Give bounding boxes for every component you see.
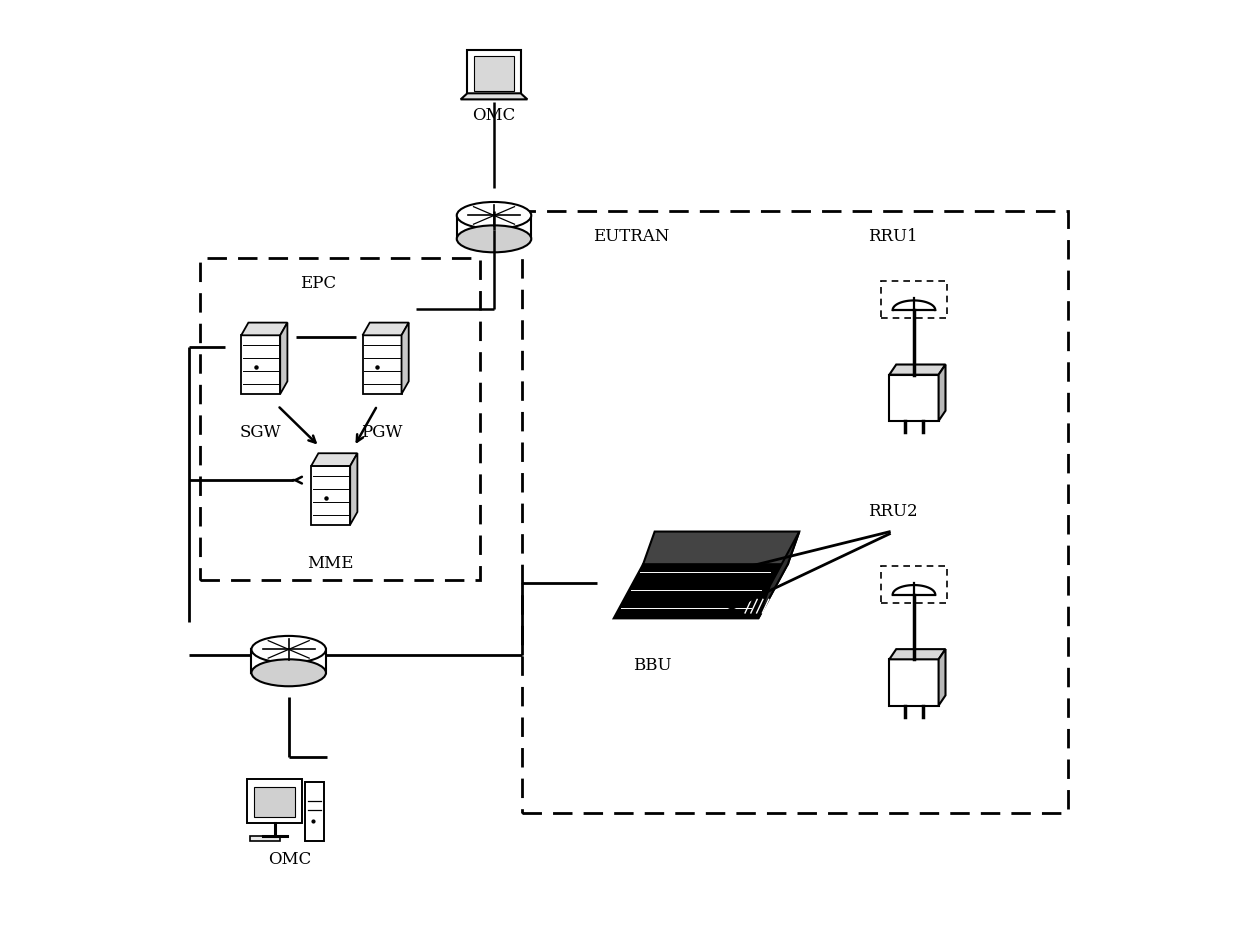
Polygon shape	[644, 532, 800, 564]
Polygon shape	[614, 564, 787, 619]
Polygon shape	[939, 650, 946, 706]
Text: EPC: EPC	[300, 275, 336, 292]
Polygon shape	[280, 323, 288, 394]
Polygon shape	[889, 364, 946, 374]
Polygon shape	[242, 335, 280, 394]
Polygon shape	[242, 323, 288, 335]
Polygon shape	[252, 650, 326, 673]
Text: SGW: SGW	[239, 424, 281, 441]
Polygon shape	[939, 364, 946, 421]
Ellipse shape	[456, 226, 531, 253]
Ellipse shape	[252, 636, 326, 663]
Ellipse shape	[456, 202, 531, 229]
Polygon shape	[254, 786, 295, 817]
Text: BBU: BBU	[634, 657, 672, 675]
Polygon shape	[889, 374, 939, 421]
Text: MME: MME	[308, 555, 353, 572]
Text: RRU2: RRU2	[868, 504, 918, 520]
Ellipse shape	[252, 659, 326, 686]
Text: RRU1: RRU1	[868, 228, 918, 245]
Polygon shape	[248, 779, 303, 823]
Polygon shape	[889, 659, 939, 706]
Polygon shape	[759, 532, 800, 619]
Polygon shape	[460, 94, 527, 99]
Polygon shape	[402, 323, 409, 394]
Polygon shape	[350, 453, 357, 525]
Polygon shape	[889, 650, 946, 659]
Text: OMC: OMC	[268, 851, 311, 868]
Polygon shape	[474, 56, 515, 92]
Polygon shape	[305, 782, 324, 841]
Polygon shape	[467, 51, 521, 95]
Text: OMC: OMC	[472, 107, 516, 124]
Text: PGW: PGW	[361, 424, 403, 441]
Polygon shape	[456, 215, 531, 239]
Polygon shape	[311, 453, 357, 466]
Polygon shape	[311, 466, 350, 525]
Text: EUTRAN: EUTRAN	[593, 228, 670, 245]
Polygon shape	[250, 836, 280, 841]
Polygon shape	[362, 335, 402, 394]
Polygon shape	[362, 323, 409, 335]
